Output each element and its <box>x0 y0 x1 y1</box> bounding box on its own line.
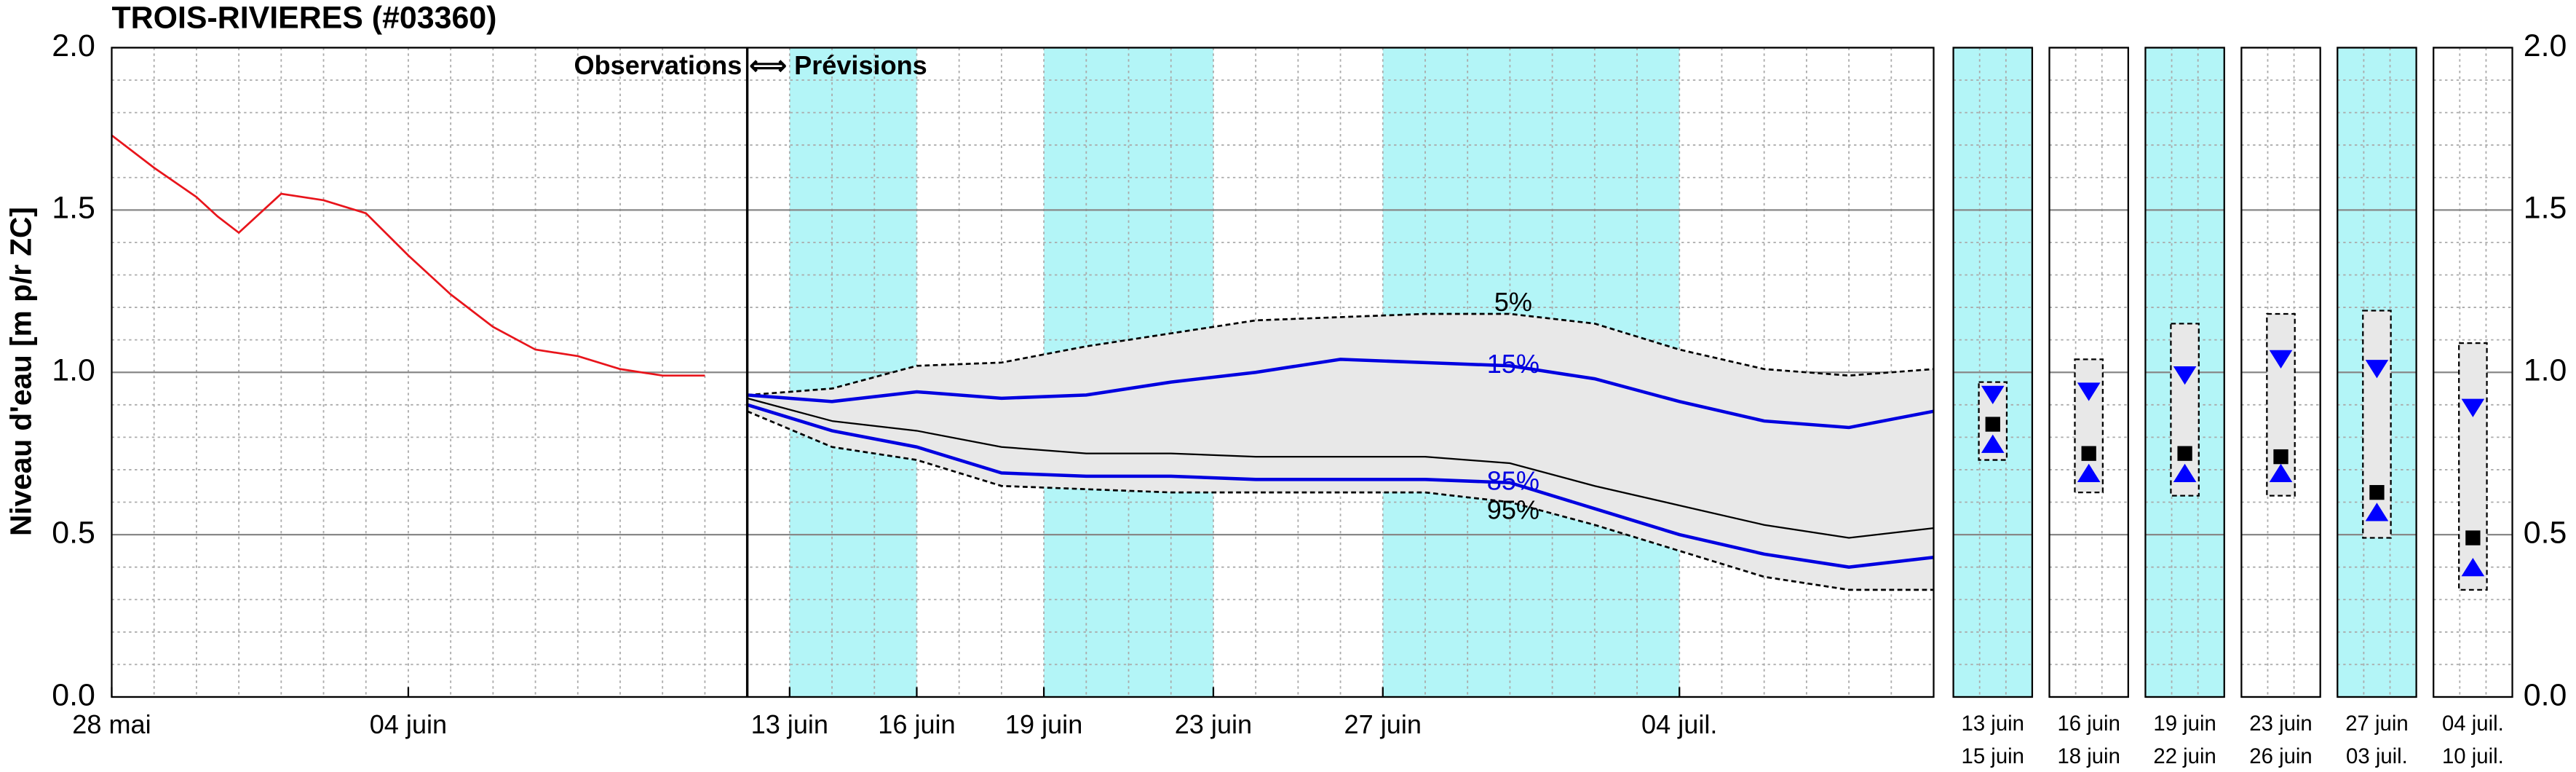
y-tick-label: 0.0 <box>52 677 95 712</box>
period-end-label: 03 juil. <box>2346 744 2408 768</box>
series-line <box>746 403 1934 569</box>
triangle-up-marker <box>2461 558 2485 577</box>
plot-frame <box>111 47 1935 698</box>
triangle-up-marker <box>2077 463 2101 483</box>
x-tick-label: 23 juin <box>1175 709 1252 739</box>
x-tick-label: 04 juil. <box>1641 709 1717 739</box>
triangle-down-marker <box>2173 366 2197 385</box>
triangle-down-marker <box>2269 350 2293 369</box>
median-marker <box>2273 449 2288 465</box>
y-tick-label-right: 0.5 <box>2524 515 2567 550</box>
triangle-down-marker <box>2461 398 2485 417</box>
period-start-label: 19 juin <box>2153 712 2216 736</box>
median-marker <box>2081 446 2096 461</box>
series-label: 15% <box>1487 349 1539 379</box>
y-tick-label: 1.5 <box>52 191 95 226</box>
period-end-label: 22 juin <box>2153 744 2216 768</box>
panel-frame <box>2240 47 2321 698</box>
series-label: 95% <box>1487 495 1539 525</box>
period-start-label: 16 juin <box>2057 712 2120 736</box>
period-start-label: 27 juin <box>2345 712 2408 736</box>
triangle-up-marker <box>2173 463 2197 483</box>
series-line <box>111 134 705 377</box>
x-tick-label: 04 juin <box>370 709 447 739</box>
y-tick-label-right: 1.0 <box>2524 353 2567 388</box>
panel-frame <box>2337 47 2417 698</box>
y-axis-label: Niveau d'eau [m p/r ZC] <box>4 207 37 536</box>
period-end-label: 15 juin <box>1962 744 2024 768</box>
period-start-label: 23 juin <box>2249 712 2312 736</box>
panel-frame <box>1952 47 2034 698</box>
median-marker <box>2177 446 2192 461</box>
x-tick-label: 27 juin <box>1344 709 1422 739</box>
triangle-up-marker <box>2269 463 2293 483</box>
series-line <box>747 312 1934 396</box>
median-marker <box>2369 484 2385 500</box>
x-tick-label: 19 juin <box>1005 709 1082 739</box>
range-box <box>2458 342 2488 591</box>
period-end-label: 18 juin <box>2057 744 2120 768</box>
period-end-label: 10 juil. <box>2442 744 2504 768</box>
median-marker <box>2465 530 2481 545</box>
triangle-down-marker <box>1981 385 2005 405</box>
range-box <box>2362 310 2392 539</box>
x-tick-label: 28 mai <box>72 709 151 739</box>
annotation: Observations ⟺ Prévisions <box>574 50 927 80</box>
y-tick-label-right: 2.0 <box>2524 28 2567 63</box>
chart-title: TROIS-RIVIERES (#03360) <box>111 0 496 35</box>
period-start-label: 13 juin <box>1962 712 2024 736</box>
triangle-up-marker <box>1981 434 2005 453</box>
triangle-down-marker <box>2365 360 2389 379</box>
x-tick-label: 13 juin <box>751 709 828 739</box>
series-line <box>747 410 1934 591</box>
period-start-label: 04 juil. <box>2442 712 2504 736</box>
triangle-up-marker <box>2365 503 2389 521</box>
series-line <box>747 358 1934 430</box>
y-tick-label-right: 1.5 <box>2524 191 2567 226</box>
series-label: 5% <box>1494 287 1532 317</box>
panel-frame <box>2433 47 2513 698</box>
y-tick-label: 1.0 <box>52 353 95 388</box>
x-tick-label: 16 juin <box>878 709 955 739</box>
period-end-label: 26 juin <box>2249 744 2312 768</box>
panel-frame <box>2048 47 2129 698</box>
y-tick-label: 2.0 <box>52 28 95 63</box>
triangle-down-marker <box>2077 382 2101 401</box>
y-tick-label-right: 0.0 <box>2524 677 2567 712</box>
series-line <box>747 397 1934 539</box>
series-label: 85% <box>1487 465 1539 495</box>
y-tick-label: 0.5 <box>52 515 95 550</box>
panel-frame <box>2144 47 2225 698</box>
median-marker <box>1985 417 2000 432</box>
